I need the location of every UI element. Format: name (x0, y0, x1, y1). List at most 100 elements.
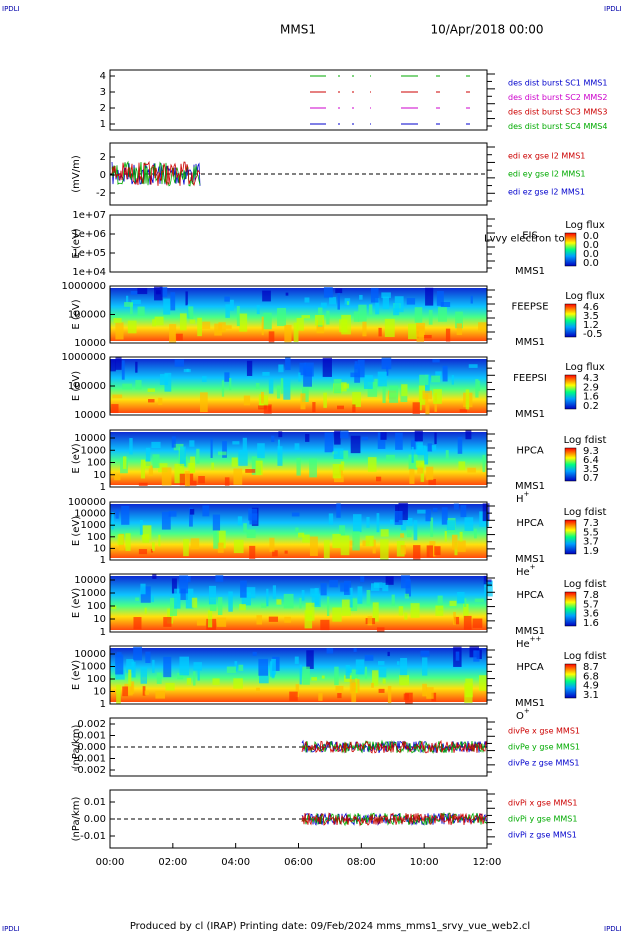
spectrogram-cell (423, 334, 432, 339)
spectrogram-cell (164, 372, 172, 392)
spectrogram-cell (386, 454, 395, 461)
colorbar-tick-label: 0.7 (583, 473, 599, 484)
instrument-label: HPCA (516, 518, 544, 529)
spectrogram-cell (233, 539, 244, 554)
x-tick-label: 04:00 (221, 857, 250, 868)
spectrogram-cell (284, 325, 292, 343)
spectrogram-cell (122, 383, 132, 390)
spectrogram-cell (323, 540, 330, 559)
spectrogram-cell (115, 357, 122, 370)
spectrogram-cell (337, 405, 344, 410)
species-charge: ++ (530, 635, 542, 643)
spectrogram-cell (484, 581, 493, 587)
spectrogram-cell (112, 394, 123, 399)
spectrogram-cell (372, 602, 379, 622)
y-tick-label: 10000 (74, 410, 106, 421)
corner-label: IPDLI (2, 5, 20, 13)
spectrogram-cell (309, 458, 317, 478)
spectrogram-cell (159, 374, 169, 385)
spectrogram-cell (121, 505, 130, 525)
spectrogram-cell (150, 548, 153, 553)
colorbar-tick-label: 6.8 (583, 671, 599, 682)
spectrogram-cell (463, 598, 467, 607)
spectrogram-cell (224, 372, 230, 382)
spectrogram-cell (337, 693, 342, 699)
spectrogram-cell (306, 650, 314, 669)
spectrogram-cell (357, 359, 365, 378)
spectrogram-cell (115, 509, 119, 519)
spectrogram-cell (377, 432, 386, 449)
spectrogram-cell (152, 659, 155, 673)
spectrogram-cell (261, 603, 267, 608)
spectrogram-cell (333, 379, 342, 394)
instrument-label: FEEPSI (513, 373, 547, 384)
spectrogram-cell (340, 461, 345, 471)
spectrogram-cell (122, 686, 129, 697)
y-tick-label: 1 (100, 699, 106, 710)
colorbar-title: Log flux (565, 220, 605, 231)
colorbar-tick-label: 8.7 (583, 662, 599, 673)
panel-frame (109, 142, 488, 206)
spectrogram-cell (239, 604, 246, 611)
spectrogram-cell (202, 321, 211, 329)
colorbar (564, 232, 577, 267)
spectrogram-cell (329, 297, 337, 305)
spectrogram-cell (438, 307, 447, 322)
spectrogram-cell (197, 668, 200, 681)
panel-frame (109, 645, 488, 705)
panel-frame (109, 501, 488, 561)
spectrogram-cell (343, 383, 350, 389)
y-tick-label: 10000 (74, 509, 106, 520)
spectrogram-cell (211, 462, 215, 470)
spectrogram-cell (312, 402, 316, 413)
spectrogram-cell (340, 535, 350, 556)
y-tick-label: 1e+04 (72, 267, 106, 278)
spectrogram-cell (276, 599, 282, 605)
spectrogram-cell (261, 316, 264, 336)
spectrogram-cell (401, 575, 410, 589)
y-tick-label: -0.01 (80, 831, 106, 842)
y-axis-label: (nPa/km) (71, 797, 82, 842)
spectrogram-cell (419, 390, 422, 411)
spectrogram-cell (291, 512, 300, 517)
spectrogram-cell (401, 384, 408, 397)
spectrogram-cell (322, 357, 332, 377)
y-tick-label: 10 (93, 687, 106, 698)
spectrogram-cell (151, 595, 154, 603)
spectrogram-cell (269, 537, 275, 552)
spectrogram-cell (428, 310, 433, 325)
spectrogram-cell (396, 661, 400, 665)
spectrogram-cell (410, 439, 418, 450)
spectrogram-cell (405, 692, 413, 704)
spectrogram-cell (115, 654, 124, 675)
spectrogram-cell (242, 437, 247, 452)
spectrogram-cell (456, 323, 463, 335)
spectrogram-cell (167, 608, 173, 624)
spectrogram-cell (138, 482, 148, 486)
y-tick-label: 0 (100, 170, 106, 181)
species-base: H (516, 494, 524, 505)
spectrogram-cell (161, 467, 172, 486)
spectrogram-cell (370, 287, 379, 303)
spectrogram-cell (440, 302, 451, 307)
spectrogram-cell (284, 550, 288, 554)
spectrogram-cell (437, 595, 443, 611)
spectrogram-cell (133, 617, 142, 630)
spectrogram-cell (332, 607, 342, 622)
legend-entry: des dist burst SC3 MMS3 (508, 108, 607, 117)
species-charge: + (524, 707, 530, 715)
spectrogram-cell (298, 372, 301, 382)
spectrogram-cell (189, 440, 195, 447)
spectrogram-cell (414, 430, 423, 442)
colorbar-title: Log flux (565, 291, 605, 302)
spectrogram-cell (196, 619, 206, 626)
y-tick-label: -0.001 (74, 754, 106, 765)
spectrogram-cell (240, 580, 247, 598)
spectrogram-cell (289, 691, 298, 701)
colorbar-tick-label: 7.3 (583, 518, 599, 529)
spectrogram-cell (376, 476, 382, 482)
legend-entry: edi ez gse l2 MMS1 (508, 188, 585, 197)
spectrogram-cell (277, 308, 287, 326)
spectrogram-cell (302, 534, 310, 543)
spectrogram-cell (255, 383, 260, 389)
